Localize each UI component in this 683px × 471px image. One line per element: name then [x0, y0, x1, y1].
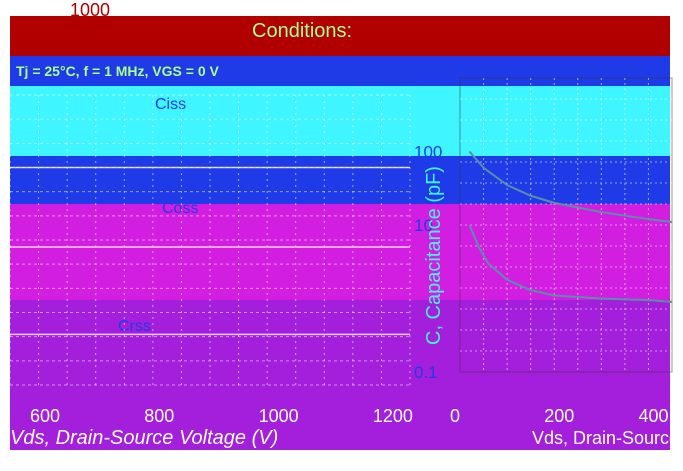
y-axis-label: C, Capacitance (pF) [423, 166, 445, 345]
x-tick-left-600: 600 [30, 406, 60, 426]
x-tick-left-800: 800 [144, 406, 174, 426]
x-tick-right-400: 400 [638, 406, 668, 426]
x-tick-right-200: 200 [544, 406, 574, 426]
series-line-right-crss [469, 225, 672, 302]
x-tick-left-1000: 1000 [259, 406, 299, 426]
grid-left [10, 95, 410, 385]
y-tick-right-100: 100 [414, 143, 442, 162]
x-axis-label-right: Vds, Drain-Source Voltage (V) [532, 428, 683, 448]
series-right [469, 152, 672, 302]
x-axis-label: Vds, Drain-Source Voltage (V) [10, 427, 278, 449]
x-tick-right-0: 0 [450, 406, 460, 426]
grid-right [460, 78, 672, 372]
x-tick-left-1200: 1200 [373, 406, 413, 426]
y-tick-right-0.1: 0.1 [414, 363, 438, 382]
